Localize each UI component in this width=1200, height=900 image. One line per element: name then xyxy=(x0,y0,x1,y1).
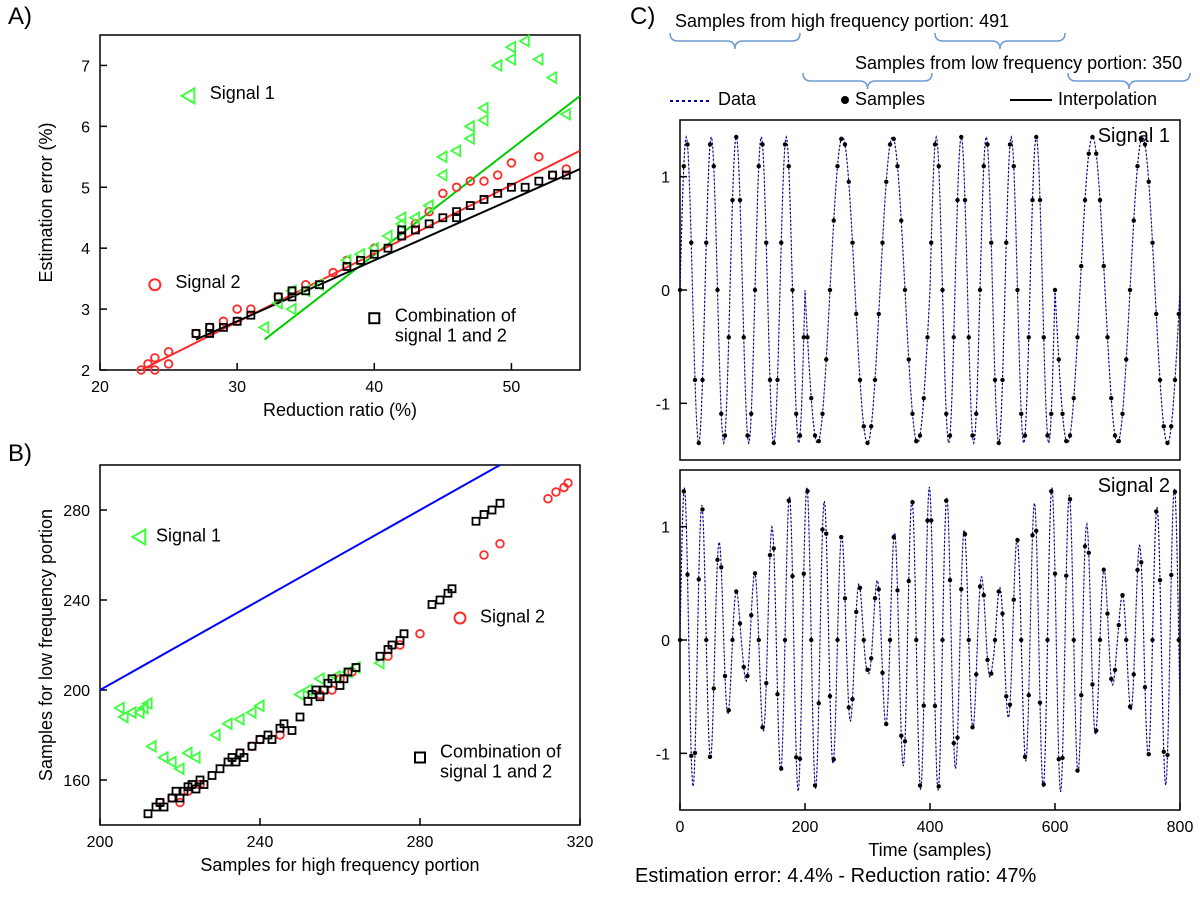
svg-text:signal 1 and 2: signal 1 and 2 xyxy=(395,325,507,345)
svg-text:Combination of: Combination of xyxy=(440,742,562,762)
svg-text:240: 240 xyxy=(247,834,274,851)
svg-text:280: 280 xyxy=(63,503,90,520)
svg-text:3: 3 xyxy=(81,302,90,319)
svg-text:30: 30 xyxy=(228,379,246,396)
svg-text:400: 400 xyxy=(917,819,944,836)
svg-text:240: 240 xyxy=(63,593,90,610)
svg-text:320: 320 xyxy=(567,834,594,851)
svg-text:800: 800 xyxy=(1167,819,1194,836)
svg-text:280: 280 xyxy=(407,834,434,851)
svg-text:1: 1 xyxy=(661,170,670,187)
panel-c-svg: Samples from high frequency portion: 491… xyxy=(620,5,1195,900)
svg-text:Combination of: Combination of xyxy=(395,305,517,325)
svg-text:40: 40 xyxy=(365,379,383,396)
svg-text:2: 2 xyxy=(81,363,90,380)
svg-text:Time (samples): Time (samples) xyxy=(868,840,991,860)
svg-text:Signal 1: Signal 1 xyxy=(1098,125,1170,147)
svg-text:4: 4 xyxy=(81,241,90,258)
svg-text:Estimation error (%): Estimation error (%) xyxy=(36,122,56,282)
panel-a-label: A) xyxy=(8,3,32,31)
panel-b-svg: 200 240 280 320 160 200 240 280 Samples for high… xyxy=(30,455,600,885)
svg-text:Estimation error: 4.4% - Reduc: Estimation error: 4.4% - Reduction ratio… xyxy=(635,865,1037,887)
panel-b-label: B) xyxy=(8,440,32,468)
svg-text:1: 1 xyxy=(661,520,670,537)
panel-b: 200 240 280 320 160 200 240 280 Samples for high… xyxy=(30,455,600,885)
svg-text:Samples: Samples xyxy=(855,89,925,109)
panel-a: 20 30 40 50 2 3 4 5 6 7 Reduction ratio (%) Estimat… xyxy=(30,20,600,430)
svg-text:Data: Data xyxy=(718,89,757,109)
svg-text:600: 600 xyxy=(1042,819,1069,836)
svg-text:200: 200 xyxy=(792,819,819,836)
svg-text:Signal 2: Signal 2 xyxy=(175,272,240,292)
svg-text:Signal 2: Signal 2 xyxy=(1098,475,1170,497)
svg-text:Interpolation: Interpolation xyxy=(1058,89,1157,109)
figure-root: A) B) C) 20304050234567Reduction ratio (… xyxy=(0,0,1200,900)
svg-text:-1: -1 xyxy=(656,396,670,413)
svg-text:Signal 1: Signal 1 xyxy=(210,83,275,103)
svg-text:Signal 1: Signal 1 xyxy=(156,526,221,546)
svg-text:signal 1 and 2: signal 1 and 2 xyxy=(440,762,552,782)
svg-text:0: 0 xyxy=(661,283,670,300)
svg-text:Signal 2: Signal 2 xyxy=(480,607,545,627)
svg-text:Samples for low frequency port: Samples for low frequency portion xyxy=(36,509,56,781)
svg-text:0: 0 xyxy=(661,633,670,650)
svg-text:7: 7 xyxy=(81,58,90,75)
svg-text:Samples for high frequency por: Samples for high frequency portion xyxy=(200,855,479,875)
svg-text:200: 200 xyxy=(63,683,90,700)
svg-text:Samples from low frequency por: Samples from low frequency portion: 350 xyxy=(855,53,1182,73)
svg-text:-1: -1 xyxy=(656,746,670,763)
svg-text:Reduction ratio (%): Reduction ratio (%) xyxy=(263,400,417,420)
svg-text:20: 20 xyxy=(91,379,109,396)
svg-text:200: 200 xyxy=(87,834,114,851)
svg-text:50: 50 xyxy=(503,379,521,396)
svg-text:Samples from high frequency po: Samples from high frequency portion: 491 xyxy=(675,11,1009,31)
svg-text:160: 160 xyxy=(63,773,90,790)
panel-c: Samples from high frequency portion: 491… xyxy=(620,5,1195,900)
svg-text:0: 0 xyxy=(676,819,685,836)
svg-text:6: 6 xyxy=(81,119,90,136)
panel-a-svg: 20 30 40 50 2 3 4 5 6 7 Reduction ratio (%) Estimat… xyxy=(30,20,600,430)
svg-text:5: 5 xyxy=(81,180,90,197)
